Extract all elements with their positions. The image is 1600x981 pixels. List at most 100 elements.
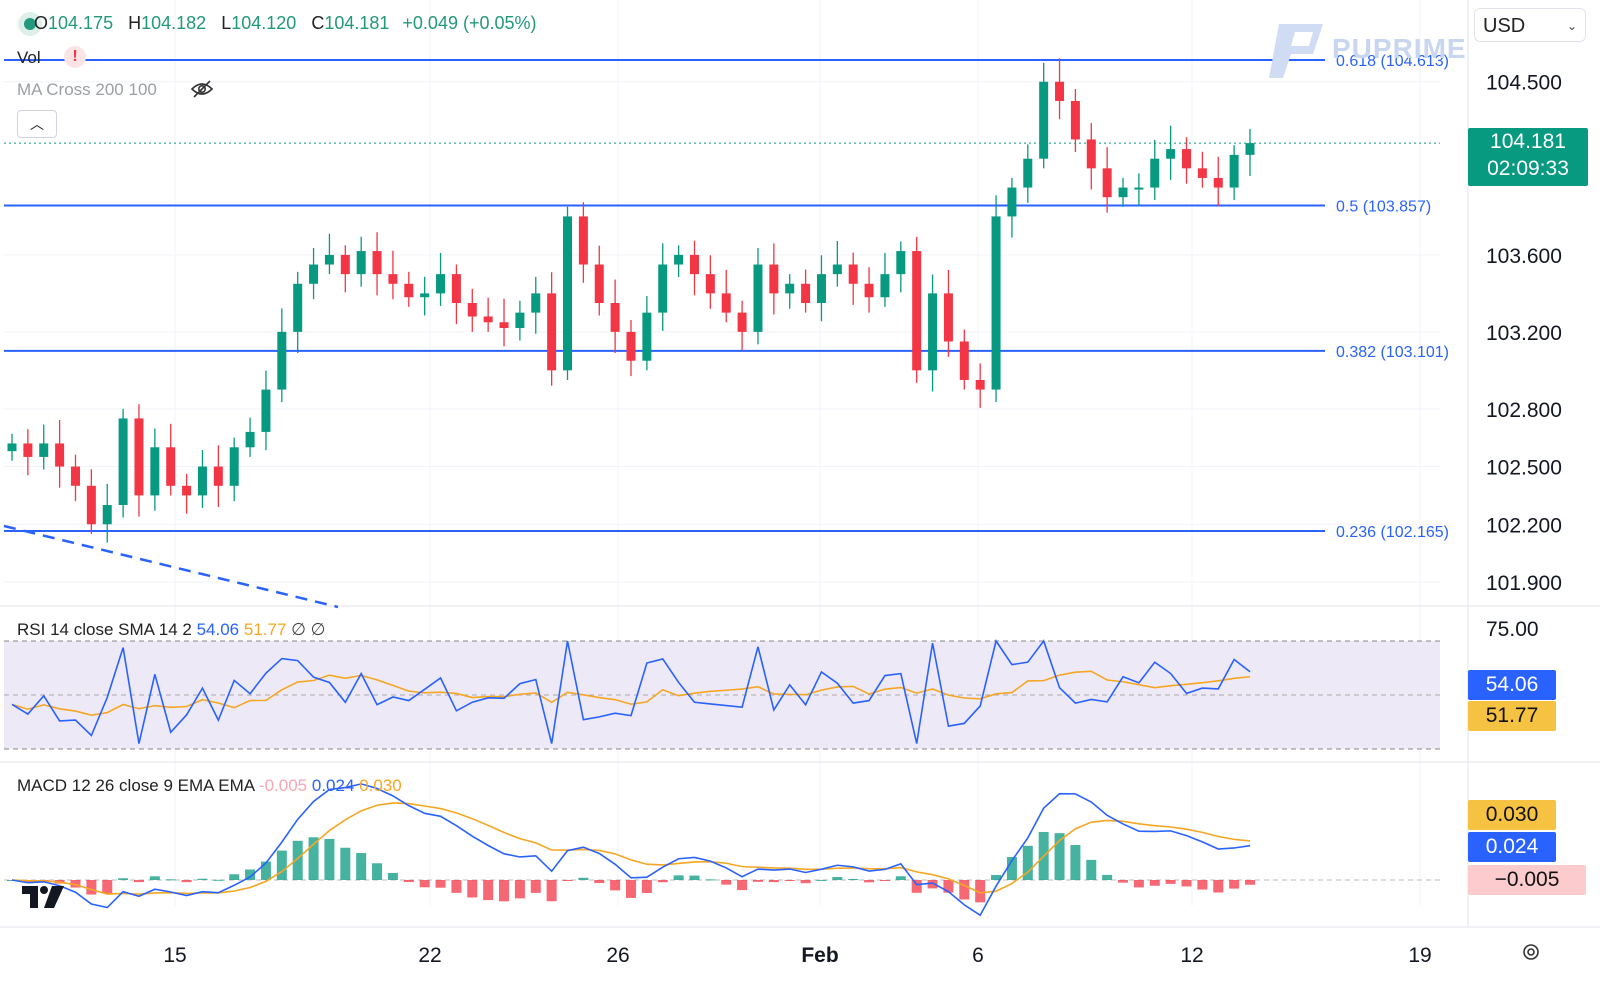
- macd-signal-tag: 0.030: [1468, 800, 1556, 830]
- macd-histogram-bar: [419, 880, 430, 888]
- macd-histogram-bar: [689, 875, 700, 880]
- candle-body: [356, 251, 366, 275]
- macd-histogram-bar: [292, 840, 303, 880]
- rsi-sma-line: [11, 670, 1251, 716]
- candle-body: [102, 505, 112, 525]
- macd-histogram-bar: [149, 876, 160, 880]
- volume-indicator-label[interactable]: Vol: [17, 48, 41, 67]
- macd-histogram-bar: [372, 863, 383, 880]
- rsi-sma-value: 51.77: [243, 620, 287, 639]
- macd-histogram-bar: [721, 880, 732, 885]
- macd-histogram-bar: [86, 880, 97, 895]
- time-axis-label: 12: [1180, 944, 1203, 967]
- candle-body: [816, 274, 826, 304]
- macd-histogram-bar: [133, 880, 144, 883]
- macd-histogram-bar: [499, 880, 510, 902]
- ma-cross-indicator-label[interactable]: MA Cross 200 100: [17, 80, 157, 99]
- eye-crossed-icon[interactable]: [190, 79, 214, 99]
- candle-body: [864, 283, 874, 298]
- candle-body: [1086, 139, 1096, 169]
- macd-histogram-bar: [848, 878, 859, 880]
- macd-histogram-bar: [784, 880, 795, 881]
- candle-body: [229, 447, 239, 486]
- macd-histogram-bar: [832, 876, 843, 880]
- macd-histogram-bar: [737, 880, 748, 891]
- macd-histogram-bar: [673, 875, 684, 880]
- candle-body: [166, 447, 176, 486]
- macd-histogram-bar: [1102, 874, 1113, 880]
- candle-body: [372, 251, 382, 275]
- macd-histogram-bar: [752, 880, 763, 882]
- macd-histogram-bar: [102, 880, 113, 894]
- candle-body: [340, 254, 350, 275]
- candle-body: [801, 283, 811, 304]
- candle-body: [1245, 143, 1255, 155]
- candle-body: [213, 466, 223, 486]
- macd-histogram-bar: [451, 880, 462, 893]
- candle-body: [1039, 81, 1049, 159]
- candle-body: [547, 293, 557, 371]
- rsi-legend[interactable]: RSI 14 close SMA 14 2 54.06 51.77 ∅ ∅: [17, 620, 326, 639]
- price-axis-label: 104.500: [1486, 72, 1562, 95]
- rsi-sma-tag: 51.77: [1468, 701, 1556, 731]
- macd-histogram-bar: [181, 880, 192, 883]
- tradingview-logo-icon[interactable]: [22, 884, 66, 910]
- candle-body: [642, 312, 652, 361]
- macd-histogram-bar: [657, 880, 668, 883]
- rsi-band-fill: [4, 641, 1440, 749]
- fib-level-label: 0.382 (103.101): [1336, 344, 1449, 361]
- settings-gear-icon[interactable]: [1520, 941, 1542, 963]
- macd-histogram-bar: [483, 880, 494, 901]
- candle-body: [705, 274, 715, 294]
- ohlc-change: +0.049 (+0.05%): [402, 13, 537, 33]
- time-axis-label: Feb: [801, 944, 838, 967]
- volume-warning-icon[interactable]: !: [64, 46, 86, 68]
- macd-histogram-bar: [1229, 880, 1240, 889]
- brand-watermark: PUPRIME: [1332, 33, 1467, 64]
- macd-line: [11, 783, 1251, 917]
- candle-body: [23, 443, 33, 457]
- candle-body: [975, 379, 985, 390]
- macd-histogram-bar: [1213, 880, 1224, 893]
- macd-histogram-bar: [546, 880, 557, 902]
- macd-histogram-bar: [387, 872, 398, 880]
- macd-histogram-bar: [118, 878, 129, 880]
- macd-legend[interactable]: MACD 12 26 close 9 EMA EMA -0.005 0.024 …: [17, 776, 402, 795]
- macd-histogram-bar: [1118, 880, 1129, 883]
- macd-histogram-bar: [911, 880, 922, 893]
- macd-hist-tag: −0.005: [1468, 865, 1586, 895]
- macd-histogram-bar: [975, 880, 986, 903]
- candle-body: [658, 264, 668, 313]
- candle-body: [610, 303, 620, 332]
- candle-body: [594, 264, 604, 304]
- macd-histogram-bar: [530, 880, 541, 893]
- macd-histogram-bar: [1165, 880, 1176, 884]
- macd-histogram-bar: [245, 869, 256, 880]
- candle-body: [1070, 100, 1080, 140]
- trend-line: [3, 524, 339, 609]
- macd-histogram-bar: [1022, 845, 1033, 880]
- candle-body: [674, 254, 684, 265]
- macd-histogram-bar: [165, 879, 176, 881]
- macd-histogram-bar: [340, 847, 351, 880]
- candle-body: [785, 283, 795, 294]
- collapse-legend-button[interactable]: ︿: [17, 110, 57, 138]
- candle-body: [1182, 149, 1192, 169]
- price-axis-label: 103.600: [1486, 245, 1562, 268]
- puprime-logo-icon: [1269, 24, 1323, 78]
- candle-body: [515, 312, 525, 329]
- candle-body: [737, 312, 747, 332]
- macd-histogram-bar: [578, 877, 589, 880]
- currency-select[interactable]: USD ⌄: [1474, 8, 1586, 42]
- candle-body: [1213, 177, 1223, 188]
- ohlc-high: 104.182: [141, 13, 207, 33]
- macd-hist-value: -0.005: [258, 776, 308, 795]
- market-open-status-icon: [18, 12, 42, 36]
- macd-signal-value: 0.030: [359, 776, 402, 795]
- macd-histogram-bar: [435, 880, 446, 888]
- candle-body: [848, 264, 858, 284]
- macd-histogram-bar: [1054, 833, 1065, 880]
- macd-histogram-bar: [1197, 880, 1208, 890]
- fib-level-label: 0.236 (102.165): [1336, 524, 1449, 541]
